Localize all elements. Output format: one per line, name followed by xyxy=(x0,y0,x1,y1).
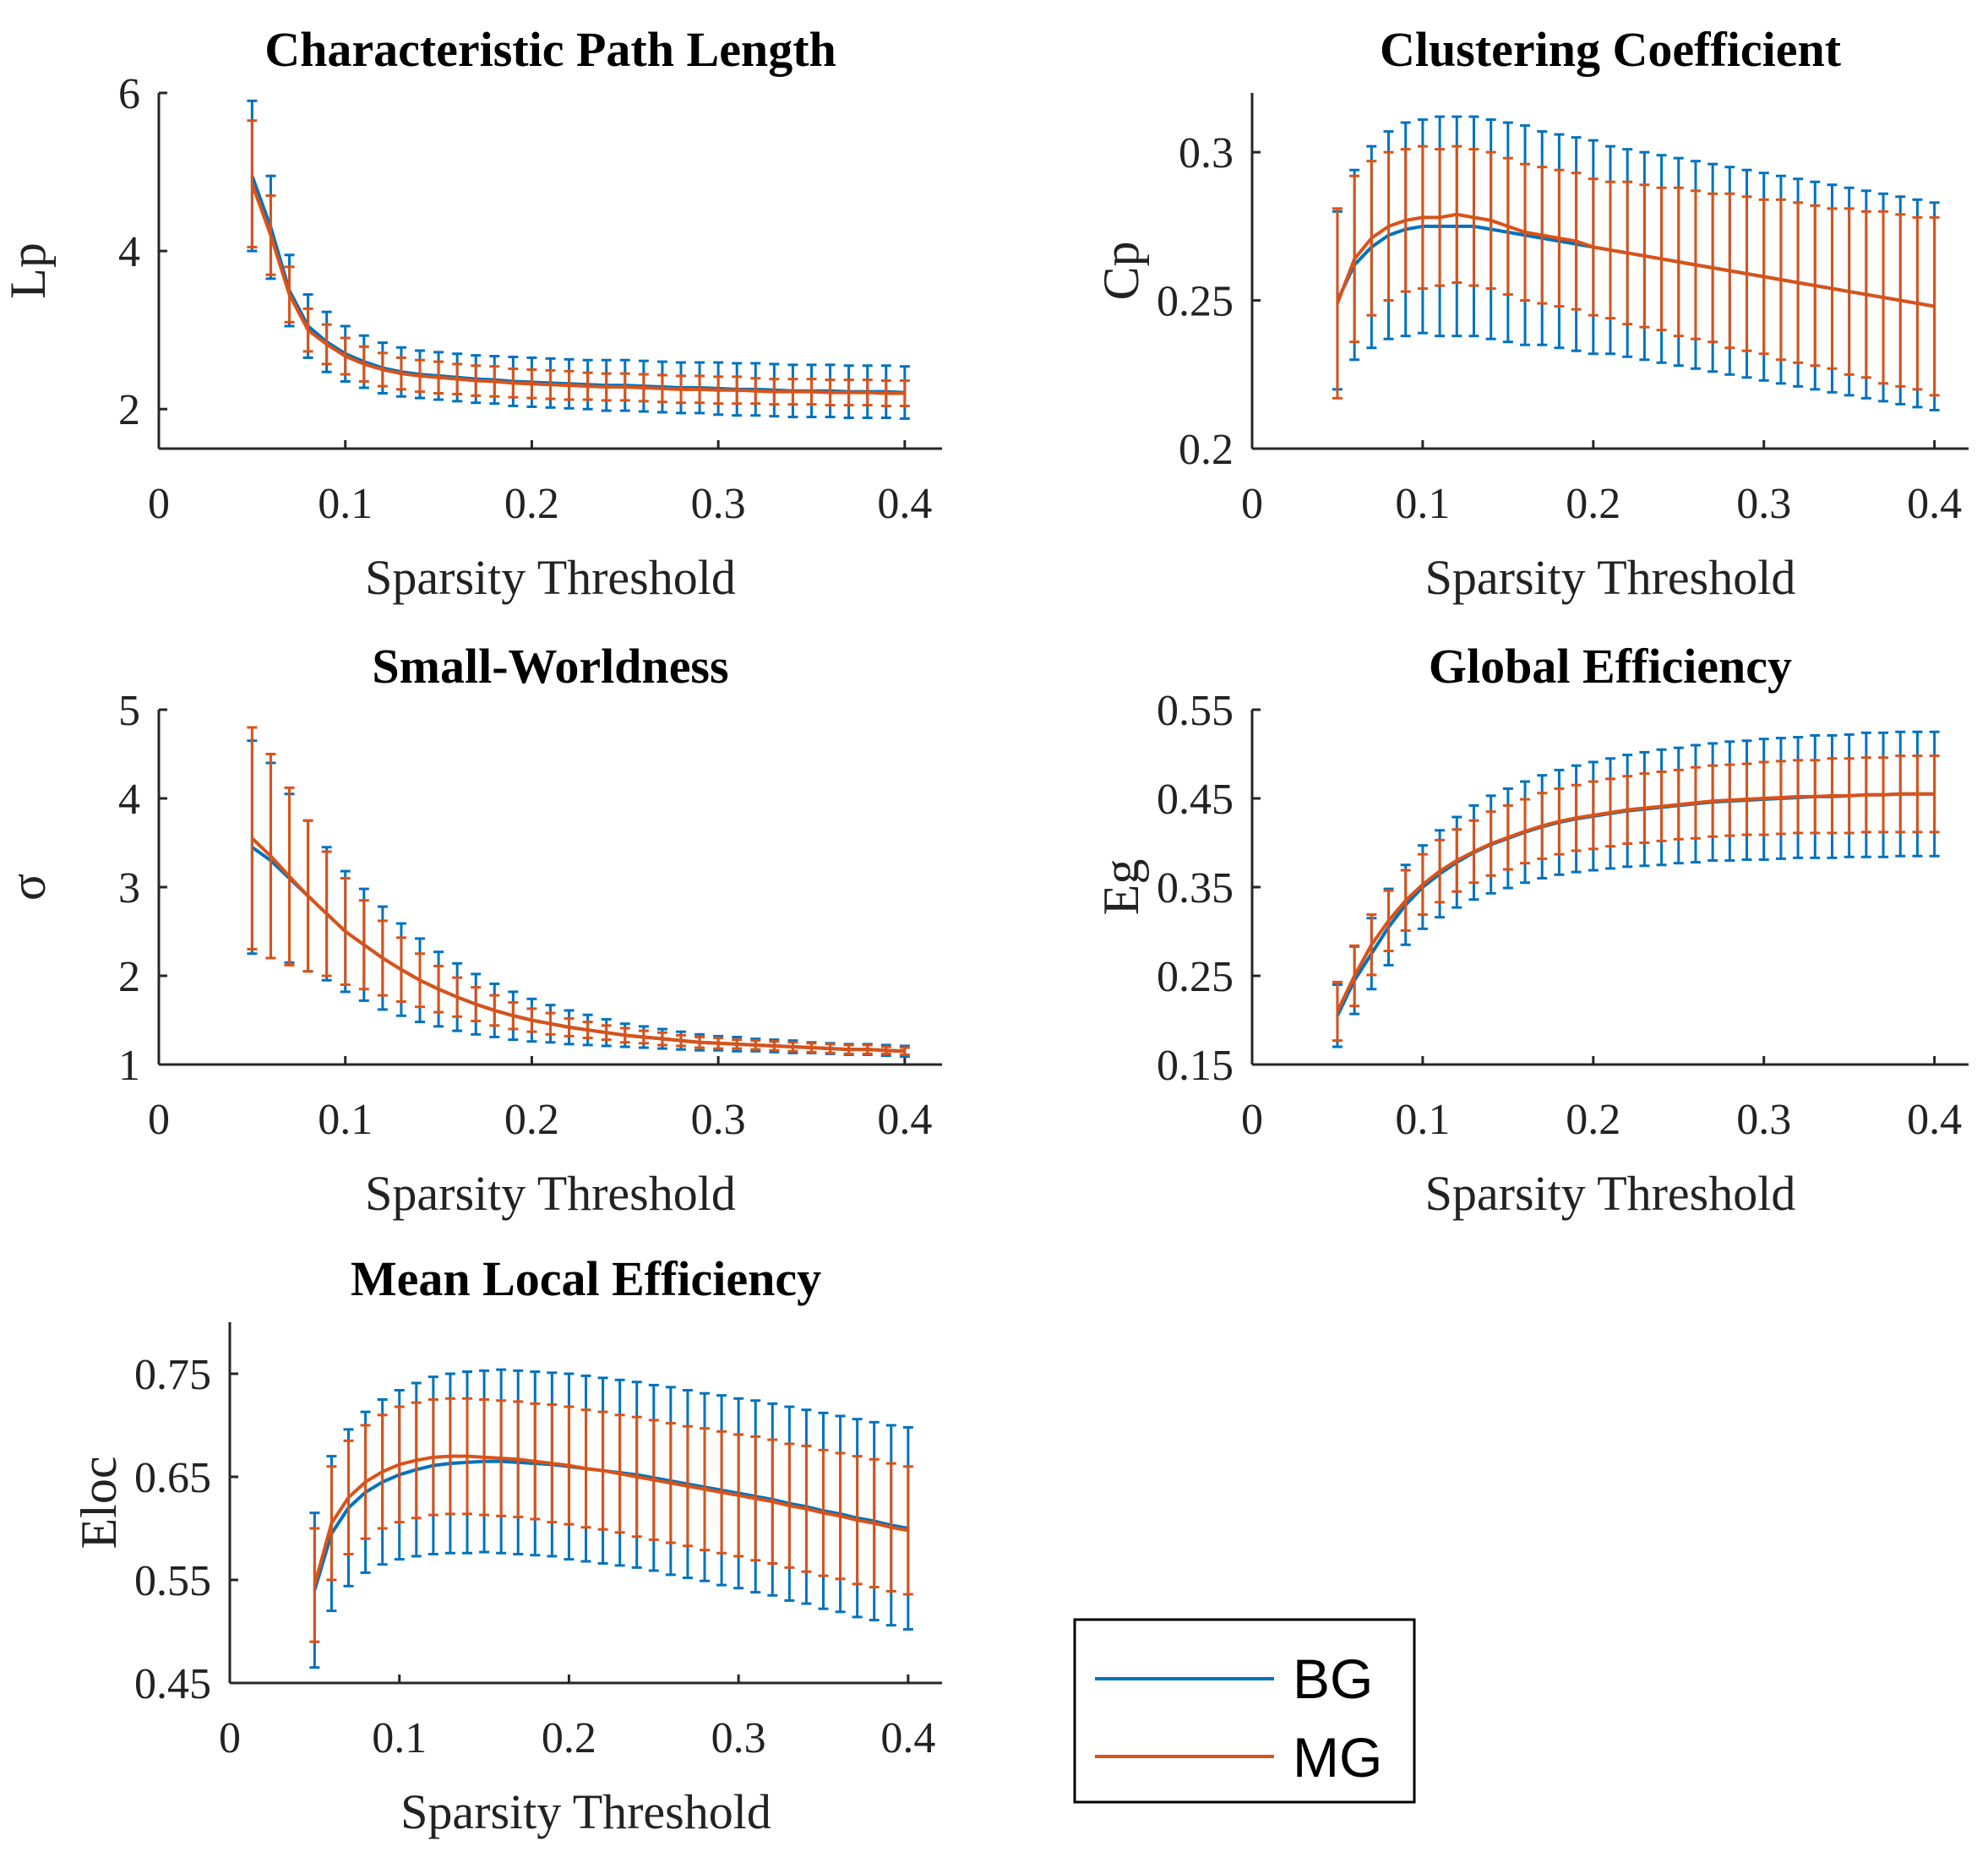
x-tick-label: 0.1 xyxy=(318,1096,373,1144)
y-tick-label: 0.45 xyxy=(1157,776,1234,824)
x-tick-label: 0 xyxy=(148,480,170,528)
mean-line xyxy=(313,1459,909,1591)
x-tick-label: 0.4 xyxy=(880,1714,935,1762)
x-tick-label: 0.4 xyxy=(877,480,932,528)
x-tick-label: 0.2 xyxy=(504,480,559,528)
chart-title: Global Efficiency xyxy=(1429,639,1792,694)
x-axis-label: Sparsity Threshold xyxy=(365,1166,736,1221)
legend-label-bg: BG xyxy=(1293,1647,1373,1710)
y-tick-label: 0.25 xyxy=(1157,278,1234,326)
series-mg xyxy=(1332,754,1940,1043)
mean-line xyxy=(250,836,905,1054)
y-tick-label: 0.35 xyxy=(1157,864,1234,912)
y-tick-label: 0.55 xyxy=(1157,687,1234,735)
x-tick-label: 0.1 xyxy=(372,1714,427,1762)
x-tick-label: 0.4 xyxy=(1907,1096,1962,1144)
x-axis-label: Sparsity Threshold xyxy=(1425,1166,1796,1221)
y-tick-label: 5 xyxy=(118,687,140,735)
chart-title: Characteristic Path Length xyxy=(264,22,836,77)
x-axis-label: Sparsity Threshold xyxy=(365,550,736,605)
mean-line xyxy=(250,182,905,395)
y-tick-label: 4 xyxy=(118,228,140,276)
x-axis-label: Sparsity Threshold xyxy=(1425,550,1796,605)
x-tick-label: 0.2 xyxy=(504,1096,559,1144)
legend-label-mg: MG xyxy=(1293,1726,1382,1789)
x-tick-label: 0.3 xyxy=(1736,1096,1791,1144)
chart-panel-1: 0 0.1 0.2 0.3 0.4 2 4 6 Characteristic Path Leng… xyxy=(0,22,942,605)
mean-line xyxy=(313,1454,909,1586)
mean-line xyxy=(1336,212,1935,308)
x-tick-label: 0.2 xyxy=(1566,1096,1620,1144)
chart-title: Clustering Coefficient xyxy=(1380,22,1842,77)
x-tick-label: 0.1 xyxy=(1395,480,1450,528)
x-tick-label: 0.3 xyxy=(691,1096,746,1144)
x-tick-label: 0.1 xyxy=(1395,1096,1450,1144)
y-axis-label: Lp xyxy=(0,242,56,299)
y-tick-label: 0.55 xyxy=(134,1557,211,1605)
series-mg xyxy=(309,1397,913,1643)
y-axis-label: σ xyxy=(0,874,56,901)
x-tick-label: 0.2 xyxy=(542,1714,596,1762)
mean-line xyxy=(1336,792,1935,1012)
legend-frame xyxy=(1073,1618,1416,1804)
x-tick-label: 0.3 xyxy=(691,480,746,528)
mean-line xyxy=(1336,224,1935,308)
y-tick-label: 2 xyxy=(118,386,140,434)
chart-panel-3: 0 0.1 0.2 0.3 0.4 1 2 3 4 5 Small-Worldness Sparsit… xyxy=(0,639,942,1221)
mean-line xyxy=(250,175,905,395)
y-tick-label: 3 xyxy=(118,864,140,912)
y-tick-label: 2 xyxy=(118,953,140,1001)
y-tick-label: 0.65 xyxy=(134,1454,211,1502)
series-mg xyxy=(1332,144,1940,400)
x-tick-label: 0.4 xyxy=(877,1096,932,1144)
x-tick-label: 0.3 xyxy=(711,1714,766,1762)
chart-panel-4: 0 0.1 0.2 0.3 0.4 0.15 0.25 0.35 0.45 0.55 Global … xyxy=(1093,639,1969,1221)
y-tick-label: 0.75 xyxy=(134,1351,211,1399)
x-tick-label: 0 xyxy=(1241,1096,1263,1144)
chart-panel-5: 0 0.1 0.2 0.3 0.4 0.45 0.55 0.65 0.75 Mean Local … xyxy=(71,1251,942,1839)
legend: BG MG xyxy=(1073,1618,1416,1804)
series-mg xyxy=(247,119,910,407)
x-tick-label: 0.1 xyxy=(318,480,373,528)
series-mg xyxy=(247,726,910,1056)
x-tick-label: 0 xyxy=(148,1096,170,1144)
y-tick-label: 0.25 xyxy=(1157,953,1234,1001)
x-tick-label: 0.2 xyxy=(1566,480,1620,528)
mean-line xyxy=(1336,792,1935,1017)
x-tick-label: 0.4 xyxy=(1907,480,1962,528)
y-tick-label: 0.45 xyxy=(134,1660,211,1708)
chart-title: Small-Worldness xyxy=(372,639,728,694)
y-axis-label: Eloc xyxy=(71,1457,127,1549)
y-tick-label: 6 xyxy=(118,70,140,118)
x-axis-label: Sparsity Threshold xyxy=(400,1784,771,1839)
y-tick-label: 0.15 xyxy=(1157,1042,1234,1090)
x-tick-label: 0 xyxy=(219,1714,241,1762)
x-tick-label: 0 xyxy=(1241,480,1263,528)
y-tick-label: 0.3 xyxy=(1179,129,1234,177)
y-tick-label: 0.2 xyxy=(1179,426,1234,474)
y-tick-label: 4 xyxy=(118,776,140,824)
y-axis-label: Eg xyxy=(1093,859,1149,916)
chart-panel-2: 0 0.1 0.2 0.3 0.4 0.2 0.25 0.3 Clustering Coeffi… xyxy=(1093,22,1969,605)
x-tick-label: 0.3 xyxy=(1736,480,1791,528)
y-tick-label: 1 xyxy=(118,1042,140,1090)
chart-title: Mean Local Efficiency xyxy=(351,1251,821,1306)
y-axis-label: Cp xyxy=(1093,241,1149,300)
